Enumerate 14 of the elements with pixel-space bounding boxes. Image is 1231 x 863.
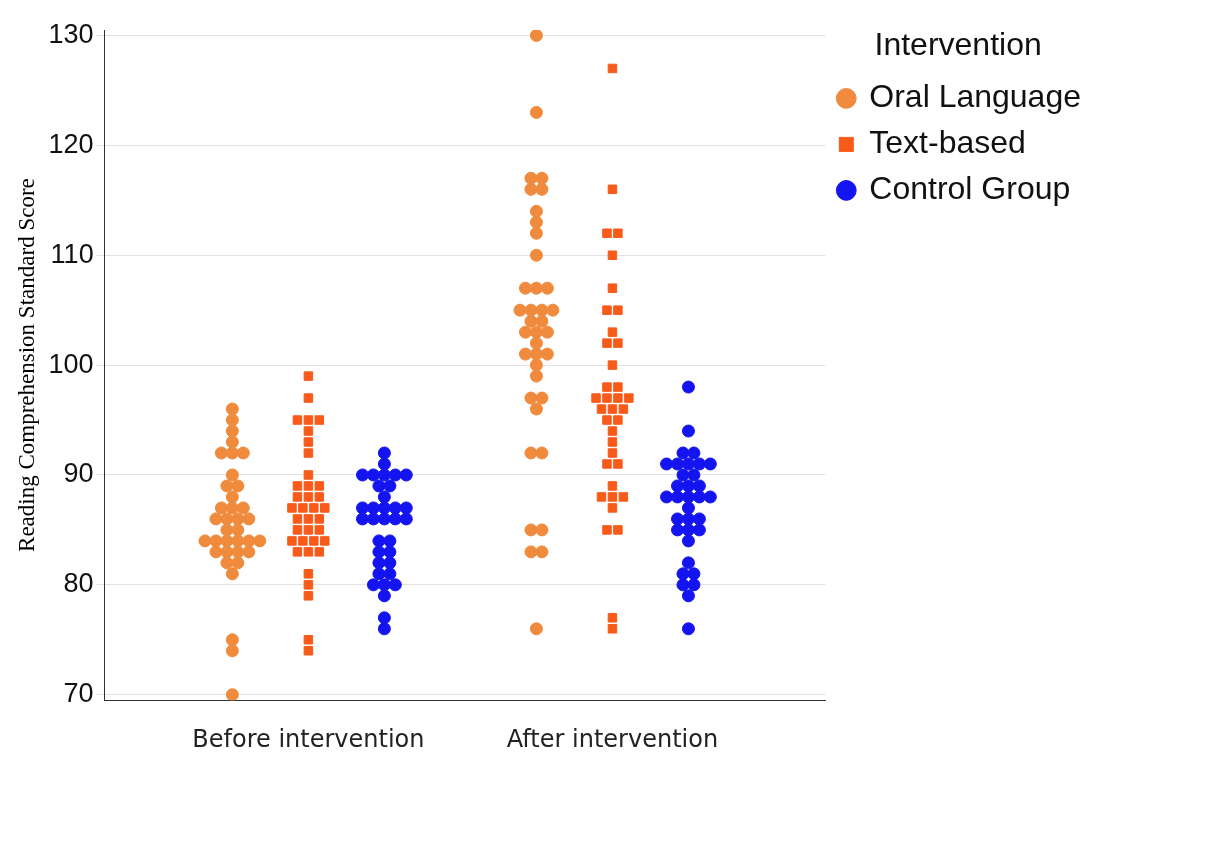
legend-label: Control Group xyxy=(869,170,1071,207)
y-tick-label: 100 xyxy=(48,348,94,379)
x-tick-label: Before intervention xyxy=(192,724,425,753)
y-tick-label: 80 xyxy=(63,568,94,599)
legend-label: Text-based xyxy=(869,124,1026,161)
legend-title: Intervention xyxy=(874,25,1042,62)
y-tick-label: 110 xyxy=(50,238,94,269)
y-tick-label: 90 xyxy=(63,458,94,489)
y-tick-label: 130 xyxy=(48,18,94,49)
legend-label: Oral Language xyxy=(869,78,1081,115)
y-tick-label: 120 xyxy=(48,128,94,159)
y-tick-label: 70 xyxy=(63,678,94,709)
y-axis-title: Reading Comprehension Standard Score xyxy=(13,178,39,552)
x-tick-label: After intervention xyxy=(506,724,719,753)
